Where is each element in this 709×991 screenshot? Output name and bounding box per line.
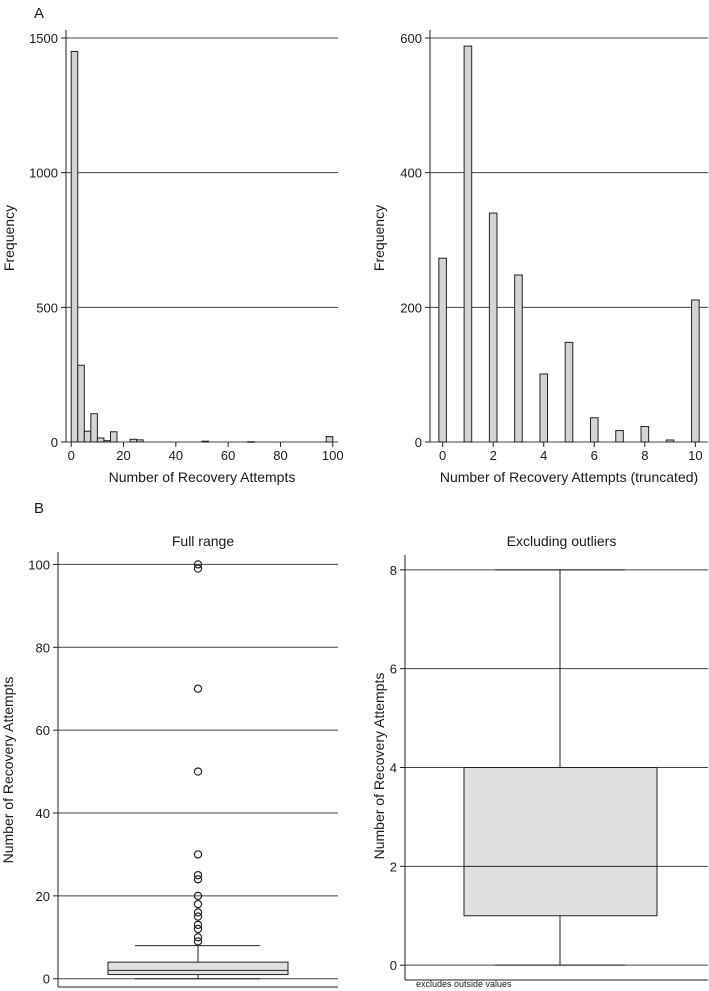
histogram-bar <box>691 299 700 443</box>
x-tick-label: 8 <box>641 448 648 463</box>
outlier-point <box>193 937 203 946</box>
y-tick-label: 200 <box>400 300 422 315</box>
x-tick-label: 4 <box>540 448 547 463</box>
histogram-bar <box>514 274 523 443</box>
y-tick-label: 40 <box>36 806 50 821</box>
y-tick-label: 4 <box>390 761 397 776</box>
x-tick-label: 0 <box>439 448 446 463</box>
y-tick-label: 600 <box>400 31 422 46</box>
histogram-bar <box>665 439 675 443</box>
x-tick-label: 6 <box>591 448 598 463</box>
histogram-bar <box>539 373 549 443</box>
outlier-point <box>193 891 203 901</box>
outlier-point <box>193 870 203 880</box>
histogram-bar <box>640 426 650 443</box>
outlier-point <box>193 767 203 776</box>
outlier-point <box>193 899 203 909</box>
y-tick-label: 2 <box>390 859 397 874</box>
histogram-bar <box>488 212 498 443</box>
histogram-bar <box>136 439 144 443</box>
histogram-bar <box>438 257 447 443</box>
x-tick-label: 100 <box>322 448 344 463</box>
x-tick-label: 40 <box>169 448 183 463</box>
outlier-point <box>193 875 203 884</box>
y-tick-label: 60 <box>36 723 50 738</box>
chart-note: excludes outside values <box>416 979 512 989</box>
y-tick-label: 0 <box>43 972 50 987</box>
y-tick-label: 400 <box>400 166 422 181</box>
chart-title: Full range <box>172 533 234 549</box>
y-tick-label: 1500 <box>29 31 58 46</box>
iqr-box <box>463 767 658 917</box>
y-tick-label: 1000 <box>29 166 58 181</box>
histogram-bar <box>77 364 85 443</box>
histogram-bar <box>201 440 210 443</box>
histogram-bar <box>90 413 98 443</box>
outlier-point <box>193 924 203 934</box>
histogram-bar <box>83 430 92 443</box>
outlier-point <box>193 850 203 859</box>
x-axis-label: Number of Recovery Attempts <box>109 469 296 485</box>
panel-label-b: B <box>34 500 44 517</box>
histogram-full: 0 500 1000 1500 0 20 40 60 80 100 Number of Recove… <box>1 30 344 485</box>
outlier-point <box>193 912 203 921</box>
x-tick-label: 20 <box>116 448 130 463</box>
y-tick-label: 500 <box>36 300 58 315</box>
y-tick-label: 80 <box>36 640 50 655</box>
x-axis-label: Number of Recovery Attempts (truncated) <box>440 469 698 485</box>
panel-label-a: A <box>34 5 44 22</box>
y-tick-label: 100 <box>28 557 50 572</box>
boxplot-full-range: 0 20 40 60 80 100 Full range Number of Recovery… <box>0 533 338 988</box>
histogram-truncated: 0 200 400 600 0 2 4 6 8 10 Number of Recovery Atte… <box>371 30 708 485</box>
x-tick-label: 0 <box>68 448 75 463</box>
outlier-point <box>193 920 203 930</box>
histogram-bar <box>589 417 599 443</box>
chart-title: Excluding outliers <box>507 533 617 549</box>
histogram-bar <box>96 437 105 443</box>
histogram-bar <box>564 341 574 443</box>
histogram-bar <box>325 436 334 443</box>
outlier-point <box>193 933 203 942</box>
y-axis-label: Frequency <box>371 205 387 271</box>
outlier-point <box>193 564 203 573</box>
y-tick-label: 20 <box>36 889 50 904</box>
y-axis-label: Number of Recovery Attempts <box>0 677 16 864</box>
histogram-bar <box>463 45 473 443</box>
outlier-point <box>193 908 203 917</box>
histogram-bar <box>109 431 118 443</box>
histogram-bar <box>615 430 624 443</box>
y-tick-label: 0 <box>415 435 422 450</box>
boxplot-excluding-outliers: 0 2 4 6 8 Excluding outliers Number of Recover… <box>371 533 708 989</box>
y-tick-label: 0 <box>51 435 58 450</box>
x-tick-label: 2 <box>490 448 497 463</box>
iqr-box <box>107 961 289 976</box>
histogram-bar <box>103 440 111 443</box>
y-tick-label: 8 <box>390 563 397 578</box>
y-tick-label: 0 <box>390 958 397 973</box>
y-tick-label: 6 <box>390 662 397 677</box>
outlier-point <box>193 684 203 693</box>
x-tick-label: 10 <box>688 448 702 463</box>
x-tick-label: 60 <box>221 448 235 463</box>
histogram-bar <box>129 438 138 443</box>
x-tick-label: 80 <box>273 448 287 463</box>
y-axis-label: Frequency <box>1 205 17 271</box>
histogram-bar <box>247 441 255 443</box>
histogram-bar <box>70 50 79 443</box>
outlier-point <box>193 560 203 569</box>
y-axis-label: Number of Recovery Attempts <box>371 673 387 860</box>
